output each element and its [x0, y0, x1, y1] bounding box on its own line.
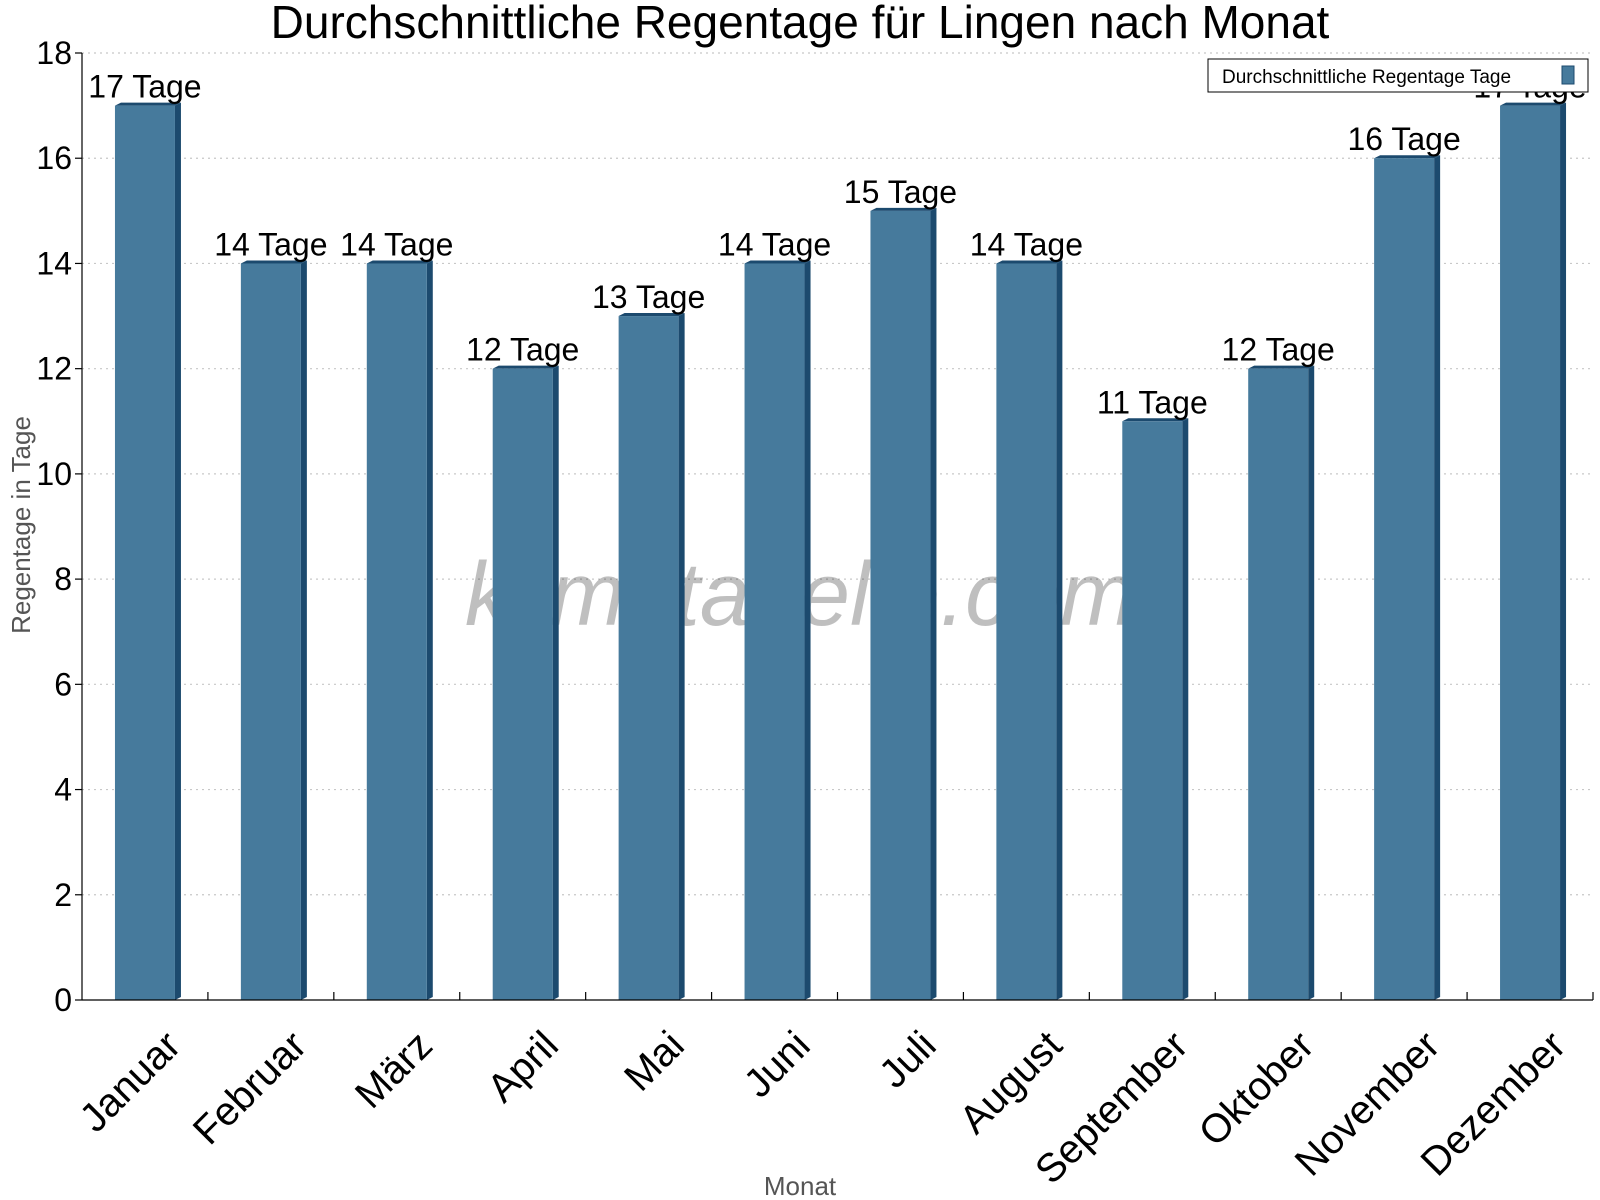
x-tick-label: April [479, 1023, 567, 1111]
bar-top [1248, 365, 1315, 369]
bar [1122, 421, 1183, 1000]
x-tick-label: Februar [185, 1023, 315, 1153]
x-axis-title: Monat [764, 1171, 837, 1200]
bar [996, 263, 1057, 1000]
bar [114, 105, 175, 1001]
bar [870, 210, 931, 1001]
data-label: 15 Tage [844, 174, 957, 210]
legend-label: Durchschnittliche Regentage Tage [1222, 67, 1511, 88]
bar-top [996, 260, 1063, 264]
bar-top [240, 260, 307, 264]
bar-top [492, 365, 559, 369]
bar-side [804, 260, 811, 1000]
bar-side [1434, 155, 1441, 1000]
data-label: 17 Tage [88, 69, 201, 105]
bar-top [366, 260, 433, 264]
bar-side [300, 260, 307, 1000]
x-tick-label: Juli [871, 1023, 945, 1097]
x-tick-label: Juni [736, 1023, 819, 1106]
y-tick-label: 6 [54, 666, 72, 702]
y-tick-label: 2 [54, 877, 72, 913]
bar [366, 263, 427, 1000]
bar [492, 368, 553, 1001]
bar-side [1560, 102, 1567, 1001]
bar [1500, 105, 1561, 1001]
bar-top [870, 207, 937, 211]
bar [1248, 368, 1309, 1001]
data-label: 14 Tage [718, 226, 831, 262]
y-tick-label: 16 [36, 140, 72, 176]
bar-top [618, 313, 685, 317]
bar-top [744, 260, 811, 264]
bar [618, 316, 679, 1000]
bar-side [426, 260, 433, 1000]
bar-side [1182, 418, 1189, 1000]
y-tick-label: 8 [54, 561, 72, 597]
x-tick-label: August [951, 1023, 1070, 1142]
bar-side [1056, 260, 1063, 1000]
legend-box [1207, 58, 1589, 93]
bar [240, 263, 301, 1000]
bar-side [678, 313, 685, 1000]
data-label: 12 Tage [1222, 332, 1335, 368]
bar-side [1308, 365, 1315, 1001]
bar [744, 263, 805, 1000]
bar-side [552, 365, 559, 1001]
bar-top [114, 102, 181, 106]
bar-top [1500, 102, 1567, 106]
y-tick-label: 18 [36, 35, 72, 71]
axis-layer [75, 52, 1594, 1001]
bar-side [174, 102, 181, 1001]
data-label: 11 Tage [1097, 384, 1208, 420]
chart-title: Durchschnittliche Regentage für Lingen n… [271, 0, 1330, 48]
data-label: 14 Tage [970, 226, 1083, 262]
bar-top [1374, 155, 1441, 159]
y-axis-title: Regentage in Tage [6, 416, 36, 634]
legend: Durchschnittliche Regentage Tage [1207, 58, 1589, 93]
grid-layer [82, 52, 1593, 896]
legend-swatch [1561, 65, 1575, 85]
data-label: 16 Tage [1347, 121, 1460, 157]
x-tick-label: Oktober [1191, 1023, 1323, 1155]
x-tick-label: Mai [616, 1023, 693, 1100]
data-label: 14 Tage [340, 226, 453, 262]
data-label: 14 Tage [214, 226, 327, 262]
data-label: 12 Tage [466, 332, 579, 368]
data-label: 13 Tage [592, 279, 705, 315]
y-tick-label: 14 [36, 245, 72, 281]
bar [1374, 158, 1435, 1000]
bar-side [930, 207, 937, 1001]
y-tick-label: 10 [36, 456, 72, 492]
x-tick-label: Januar [72, 1023, 190, 1141]
bar-top [1122, 418, 1189, 422]
y-tick-label: 0 [54, 982, 72, 1018]
y-tick-label: 12 [36, 351, 72, 387]
y-tick-label: 4 [54, 772, 72, 808]
bar-layer [114, 102, 1567, 1001]
x-tick-label: März [347, 1023, 441, 1117]
